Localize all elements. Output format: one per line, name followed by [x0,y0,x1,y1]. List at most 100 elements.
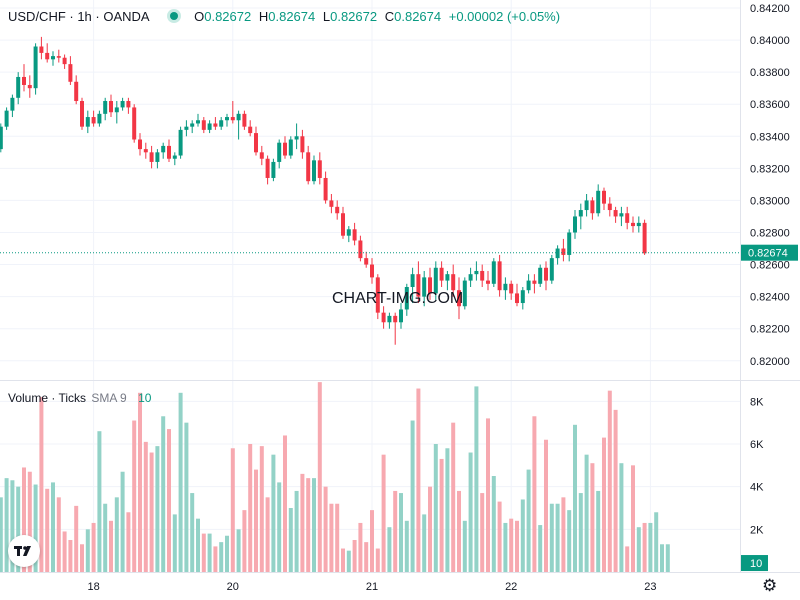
candle-body [138,139,142,150]
candle-body [619,213,624,217]
volume-bar [474,386,479,572]
candle [596,184,601,217]
candle-body [341,213,345,236]
candle-body [213,123,218,127]
volume-bar [85,529,90,572]
price-tick-label: 0.83600 [750,99,790,111]
high-value: 0.82674 [268,9,316,24]
chart-header: USD/CHF · 1h · OANDA O0.82672 H0.82674 L… [8,9,564,24]
close-value: 0.82674 [394,9,442,24]
volume-bar [0,497,3,572]
candle-body [428,277,432,294]
candle-body [120,101,125,108]
volume-sma-label: SMA 9 [91,391,127,405]
candle [497,254,502,297]
candle [33,43,38,95]
time-tick-label: 18 [87,581,99,593]
price-tick-label: 0.82000 [750,356,790,368]
candle-body [584,200,589,211]
volume-title[interactable]: Volume · Ticks [8,391,87,405]
volume-bar [196,518,200,572]
volume-bar [120,471,125,572]
volume-bar [515,520,519,572]
candle [143,142,148,159]
volume-sma-badge-label: 10 [750,558,762,570]
volume-bar [91,522,96,572]
candle [22,64,26,92]
candle [573,210,577,239]
candle-body [480,270,485,281]
candle [254,126,258,156]
candle-body [242,113,247,127]
candle [491,258,496,288]
candle-body [143,149,148,153]
candle-body [486,280,490,284]
volume-bar [387,527,392,572]
candle-body [329,200,334,207]
candle-body [445,274,450,281]
candle-body [265,158,270,178]
candle-body [613,210,618,217]
candle-body [254,133,258,153]
candle [329,194,334,214]
symbol-title[interactable]: USD/CHF · 1h · OANDA [8,9,149,24]
candle [126,97,131,114]
candle [213,117,218,130]
candle [172,152,177,166]
volume-bar [404,520,409,572]
candle [352,222,357,246]
price-tick-label: 0.82800 [750,227,790,239]
candle-body [22,76,26,85]
volume-bar [561,497,566,572]
candle-body [300,136,305,153]
candle-body [439,267,444,281]
price-tick-label: 0.83200 [750,163,790,175]
candle [584,194,589,217]
candle-body [370,264,374,278]
candle [39,36,44,60]
volume-bar [317,382,322,572]
candle [613,206,618,223]
volume-bar [544,439,548,572]
volume-bar [584,454,589,572]
volume-bar [393,490,398,572]
volume-bar [132,420,137,572]
volume-bar [596,490,601,572]
candle-body [294,136,299,140]
volume-bar [265,497,270,572]
candle-body [27,84,32,89]
candle [462,277,467,310]
candle [16,72,21,105]
candle [62,54,67,69]
volume-bar [654,512,659,572]
volume-bar [660,544,664,572]
price-tick-label: 0.82400 [750,292,790,304]
price-tick-label: 0.84200 [750,3,790,15]
volume-bar [259,446,264,572]
candle-body [45,52,50,60]
candle-body [352,229,357,241]
candle [578,203,583,230]
price-tick-label: 0.84000 [750,35,790,47]
candle-body [642,222,647,254]
candle-body [225,117,229,121]
volume-bar [509,518,514,572]
candle-body [590,200,595,214]
volume-bar [648,522,653,572]
time-tick-label: 20 [227,581,239,593]
volume-bar [178,392,183,572]
volume-bar [149,452,154,572]
volume-bar [375,548,380,572]
candle-body [410,274,415,288]
candle [288,136,293,159]
volume-bar [16,486,21,572]
gear-icon[interactable]: ⚙ [762,576,778,595]
candle-body [155,152,160,162]
candle [312,155,316,185]
volume-bar [143,441,148,572]
candle-body [132,107,137,140]
tradingview-logo-icon[interactable] [8,535,40,567]
candle-body [503,283,508,291]
candle [0,123,3,153]
volume-bar [381,454,386,572]
